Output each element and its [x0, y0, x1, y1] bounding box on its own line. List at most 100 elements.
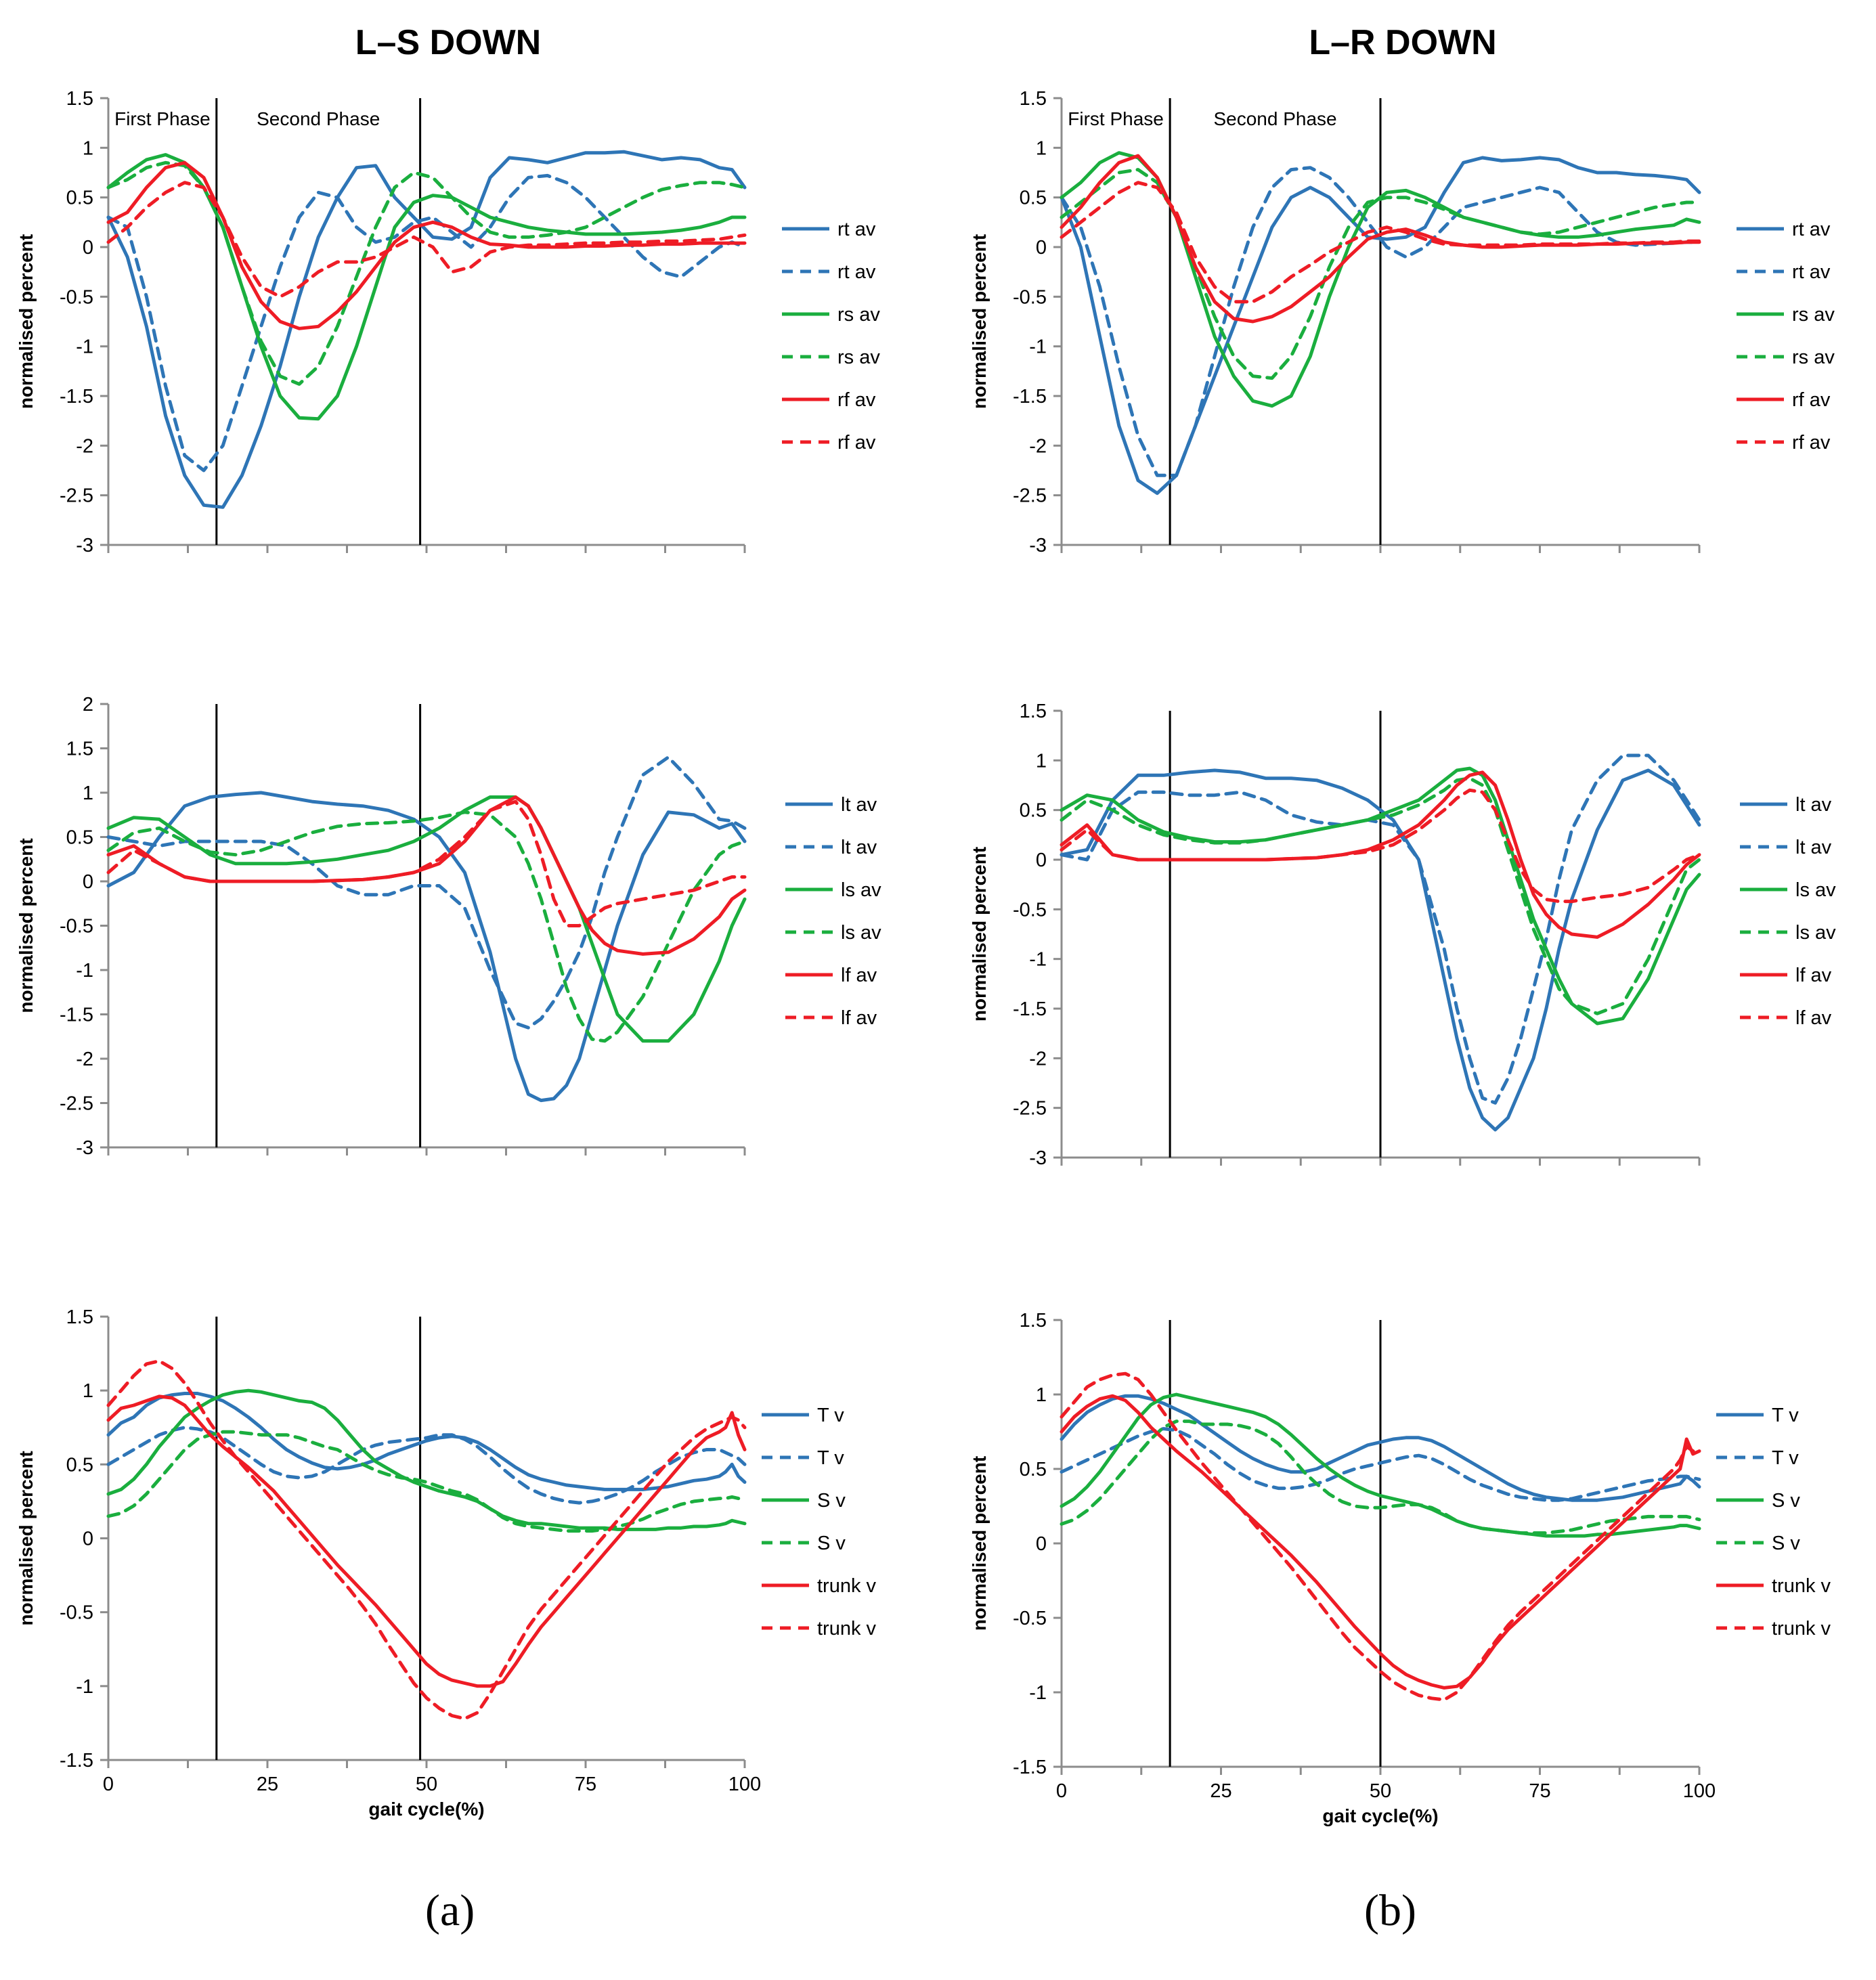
y-tick-label: -0.5 — [1013, 899, 1047, 921]
legend-label: rs av — [837, 347, 880, 368]
series-line-S-v-solid — [1060, 1392, 1701, 1538]
x-axis-label: gait cycle(%) — [1322, 1805, 1438, 1826]
series-line-trunk-v-dashed — [1060, 1371, 1701, 1702]
chart-ls_mid: 2 1.5 1 0.5 0 -0.5 -1 -1.5 -2 -2.5 -3 normalised pe… — [16, 694, 881, 1159]
y-tick-label: -1.5 — [1013, 386, 1047, 408]
y-tick-label: 0 — [83, 1528, 93, 1550]
caption-a: (a) — [425, 1886, 475, 1935]
y-tick-label: -2.5 — [1013, 1098, 1047, 1120]
series-line-T-v-dashed — [106, 1426, 747, 1505]
y-axis-label: normalised percent — [16, 1451, 37, 1625]
legend-label: lf av — [1795, 1007, 1832, 1029]
y-tick-label: -1 — [1029, 949, 1047, 971]
panel-title-b: L–R DOWN — [1309, 23, 1496, 62]
caption-b: (b) — [1364, 1886, 1416, 1935]
y-axis-label: normalised percent — [969, 1456, 990, 1631]
legend-label: S v — [817, 1533, 846, 1554]
x-tick-label: 0 — [1056, 1780, 1067, 1802]
legend-label: S v — [1772, 1533, 1800, 1554]
y-tick-label: 1.5 — [1020, 88, 1047, 110]
legend-label: lt av — [1795, 837, 1832, 858]
legend-label: T v — [817, 1405, 844, 1426]
series-line-rf-av-solid — [106, 160, 747, 330]
legend-label: lf av — [1795, 965, 1832, 986]
x-tick-label: 50 — [1370, 1780, 1391, 1802]
y-tick-label: 1.5 — [1020, 1310, 1047, 1332]
x-axis-label: gait cycle(%) — [368, 1799, 484, 1820]
y-tick-label: 0 — [1036, 237, 1047, 259]
y-tick-label: -1.5 — [1013, 998, 1047, 1020]
x-tick-label: 25 — [257, 1774, 278, 1795]
x-tick-label: 50 — [416, 1774, 437, 1795]
y-tick-label: -0.5 — [1013, 1608, 1047, 1629]
series-line-ls-av-solid — [106, 795, 747, 1043]
series-line-lt-av-dashed — [106, 755, 747, 1030]
series-line-lf-av-dashed — [106, 799, 747, 927]
legend-label: trunk v — [817, 1575, 877, 1597]
y-tick-label: 0 — [83, 871, 93, 893]
legend-label: ls av — [841, 879, 881, 901]
legend-label: rf av — [837, 432, 876, 454]
y-tick-label: -1.5 — [60, 386, 93, 408]
series-line-lt-av-solid — [1060, 768, 1701, 1132]
y-tick-label: -2.5 — [1013, 485, 1047, 507]
legend-label: rf av — [1792, 432, 1831, 454]
y-tick-label: -2.5 — [60, 1093, 93, 1115]
y-tick-label: 2 — [83, 694, 93, 716]
y-tick-label: 0.5 — [1020, 188, 1047, 209]
series-line-rf-av-dashed — [106, 181, 747, 299]
legend-label: lt av — [841, 837, 877, 858]
legend-label: rs av — [1792, 304, 1835, 326]
legend-label: trunk v — [1772, 1575, 1831, 1597]
first-phase-label: First Phase — [114, 108, 211, 129]
y-tick-label: -2.5 — [60, 485, 93, 507]
series-line-trunk-v-solid — [106, 1394, 747, 1688]
legend-label: rf av — [1792, 389, 1831, 411]
y-axis-label: normalised percent — [16, 234, 37, 409]
series-line-ls-av-solid — [1060, 766, 1701, 1026]
y-tick-label: -1 — [76, 960, 93, 982]
legend-label: rt av — [1792, 261, 1831, 283]
y-tick-label: -1 — [1029, 336, 1047, 358]
y-tick-label: -1.5 — [60, 1005, 93, 1026]
series-line-rs-av-dashed — [106, 160, 747, 386]
y-tick-label: 1.5 — [66, 88, 93, 110]
chart-ls_top: 1.5 1 0.5 0 -0.5 -1 -1.5 -2 -2.5 -3 normalised per… — [16, 88, 880, 556]
series-line-rs-av-solid — [106, 153, 747, 421]
series-line-lt-av-solid — [106, 791, 747, 1103]
series-line-rt-av-solid — [1060, 156, 1701, 496]
y-tick-label: 0.5 — [66, 1454, 93, 1476]
legend-label: lf av — [841, 1007, 877, 1029]
legend-label: rt av — [1792, 219, 1831, 240]
legend-label: ls av — [1795, 879, 1836, 901]
series-line-ls-av-dashed — [1060, 776, 1701, 1015]
y-tick-label: 1 — [1036, 137, 1047, 159]
y-tick-label: -3 — [76, 535, 93, 556]
series-line-T-v-dashed — [1060, 1427, 1701, 1502]
legend-label: rf av — [837, 389, 876, 411]
first-phase-label: First Phase — [1068, 108, 1164, 129]
series-line-rs-av-dashed — [1060, 168, 1701, 380]
legend-label: lt av — [1795, 794, 1832, 816]
y-tick-label: -3 — [1029, 535, 1047, 556]
chart-ls_bot: 1.5 1 0.5 0 -0.5 -1 -1.5 0 25 50 75 100 normalised p… — [16, 1306, 877, 1820]
y-tick-label: 0.5 — [66, 188, 93, 209]
y-tick-label: 1.5 — [1020, 701, 1047, 722]
second-phase-label: Second Phase — [1213, 108, 1336, 129]
series-line-S-v-solid — [106, 1388, 747, 1531]
panel-title-a: L–S DOWN — [355, 23, 541, 62]
second-phase-label: Second Phase — [257, 108, 380, 129]
y-tick-label: 1 — [83, 137, 93, 159]
legend-label: ls av — [1795, 922, 1836, 944]
legend-label: S v — [1772, 1490, 1800, 1512]
x-tick-label: 75 — [1529, 1780, 1550, 1802]
y-tick-label: 0 — [83, 237, 93, 259]
legend-label: T v — [817, 1447, 844, 1469]
series-line-ls-av-dashed — [106, 810, 747, 1043]
x-tick-label: 100 — [728, 1774, 761, 1795]
y-tick-label: -1 — [76, 1676, 93, 1698]
legend-label: rs av — [1792, 347, 1835, 368]
series-line-trunk-v-dashed — [106, 1359, 747, 1721]
